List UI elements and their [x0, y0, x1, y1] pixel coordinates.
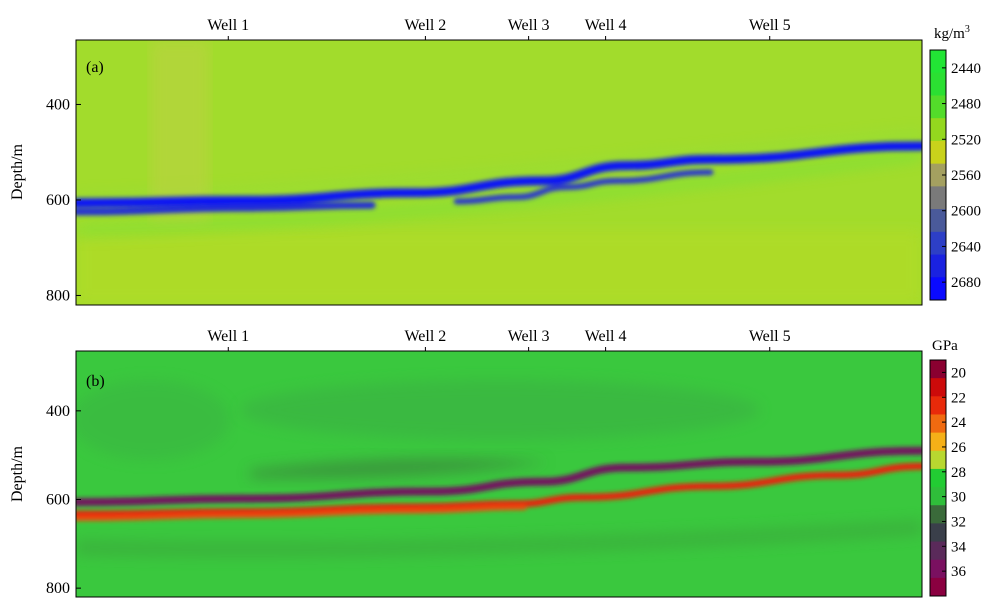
panel-a-ylabel: Depth/m [9, 143, 26, 200]
panel-b: (b) Well 1 Well 2 Well 3 Well 4 Well 5 400 60… [9, 328, 967, 598]
panel-a-well1-streak [150, 40, 210, 220]
panel-b-colorbar-unit: GPa [932, 338, 958, 354]
panel-b-frame [75, 350, 923, 598]
panel-b-colorbar-segment [930, 505, 946, 524]
panel-a-colorbar-tick-label: 2680 [951, 275, 981, 291]
panel-a-colorbar-segment [930, 95, 946, 119]
panel-b-well-label: Well 1 [207, 328, 249, 345]
panel-b-colorbar-segment [930, 541, 946, 561]
panel-b-ylabel: Depth/m [9, 445, 26, 502]
panel-b-plot [76, 351, 922, 597]
panel-a-colorbar-tick-label: 2480 [951, 97, 981, 113]
panel-a-well-label: Well 2 [404, 17, 446, 34]
panel-b-colorbar-tick-label: 34 [951, 539, 967, 555]
panel-a-well-label: Well 5 [749, 17, 791, 34]
panel-b-colorbar-segment [930, 523, 946, 543]
panel-a-colorbar-segment [930, 186, 946, 210]
panel-b-dark-band [250, 458, 550, 479]
panel-b-colorbar-tick-label: 28 [951, 465, 966, 481]
panel-a-colorbar-segment [930, 254, 946, 278]
panel-a-ytick-label: 600 [46, 192, 70, 209]
panel-a-colorbar-segment [930, 277, 946, 301]
panel-b-ytick-label: 800 [46, 580, 70, 597]
panel-b-layer [76, 462, 922, 518]
panel-b-colorbar-segment [930, 396, 946, 415]
panel-b-label: (b) [86, 373, 105, 390]
panel-b-colorbar-segment [930, 468, 946, 488]
panel-a-frame [75, 39, 923, 306]
panel-b-colorbar-segment [930, 487, 946, 506]
panel-a-well-label: Well 1 [207, 17, 249, 34]
panel-a-colorbar-tick-label: 2600 [951, 204, 981, 220]
panel-b-layer [76, 504, 527, 522]
panel-a-layer [76, 141, 922, 208]
panel-b-well-label: Well 3 [508, 328, 550, 345]
panel-a-colorbar: 2440 2480 2520 2560 2600 2640 2680 [929, 49, 981, 301]
panel-a-colorbar-tick-label: 2560 [951, 168, 981, 184]
panel-b-colorbar-segment [930, 577, 946, 597]
panel-a-plot [76, 40, 922, 305]
panel-b-upper-shadow [240, 380, 760, 440]
panel-a-colorbar-segment [930, 118, 946, 142]
panel-a-well-label: Well 4 [585, 17, 627, 34]
panel-b-colorbar-segment [930, 432, 946, 452]
panel-a-colorbar-segment [930, 72, 946, 96]
panel-b-colorbar: 20 22 24 26 28 30 32 34 36 [929, 359, 967, 597]
panel-b-colorbar-segment [930, 378, 946, 397]
panel-b-well-label: Well 4 [585, 328, 627, 345]
panel-b-colorbar-segment [930, 450, 946, 470]
panel-a-colorbar-tick-label: 2440 [951, 61, 981, 77]
panel-a-layer [76, 201, 376, 216]
panel-a-colorbar-tick-label: 2520 [951, 132, 981, 148]
panel-b-colorbar-segment [930, 360, 946, 379]
panel-b-colorbar-tick-label: 32 [951, 514, 966, 530]
panel-b-ytick-label: 600 [46, 491, 70, 508]
panel-a: (a) Well 1 Well 2 Well 3 Well 4 Well 5 400 60… [9, 17, 981, 306]
panel-a-green-band [76, 150, 922, 236]
panel-a-layer [453, 169, 714, 205]
panel-a-colorbar-segment [930, 50, 946, 74]
panel-b-colorbar-tick-label: 36 [951, 564, 967, 580]
panel-a-colorbar-segment [930, 163, 946, 187]
panel-b-well-label: Well 2 [404, 328, 446, 345]
panel-b-colorbar-tick-label: 30 [951, 490, 966, 506]
panel-a-ytick-label: 800 [46, 287, 70, 304]
panel-a-colorbar-tick-label: 2640 [951, 239, 981, 255]
panel-b-colorbar-tick-label: 26 [951, 440, 967, 456]
panel-b-lower-dark-band [76, 520, 922, 557]
panel-a-lower-band [76, 230, 922, 305]
panel-a-colorbar-segment [930, 209, 946, 233]
panel-b-ytick-label: 400 [46, 403, 70, 420]
panel-a-colorbar-segment [930, 140, 946, 165]
panel-b-colorbar-tick-label: 22 [951, 390, 966, 406]
panel-a-colorbar-segment [930, 231, 946, 256]
panel-b-colorbar-segment [930, 414, 946, 434]
panel-a-ytick-label: 400 [46, 96, 70, 113]
panel-b-colorbar-tick-label: 20 [951, 365, 966, 381]
panel-b-left-shadow [76, 380, 230, 460]
panel-a-label: (a) [86, 59, 104, 76]
panel-b-colorbar-segment [930, 559, 946, 579]
panel-a-colorbar-unit: kg/m3 [934, 24, 970, 42]
panel-b-colorbar-frame [929, 359, 947, 597]
panel-b-layer [76, 446, 922, 507]
panel-b-well-label: Well 5 [749, 328, 791, 345]
panel-a-well-label: Well 3 [508, 17, 550, 34]
panel-b-colorbar-tick-label: 24 [951, 415, 967, 431]
